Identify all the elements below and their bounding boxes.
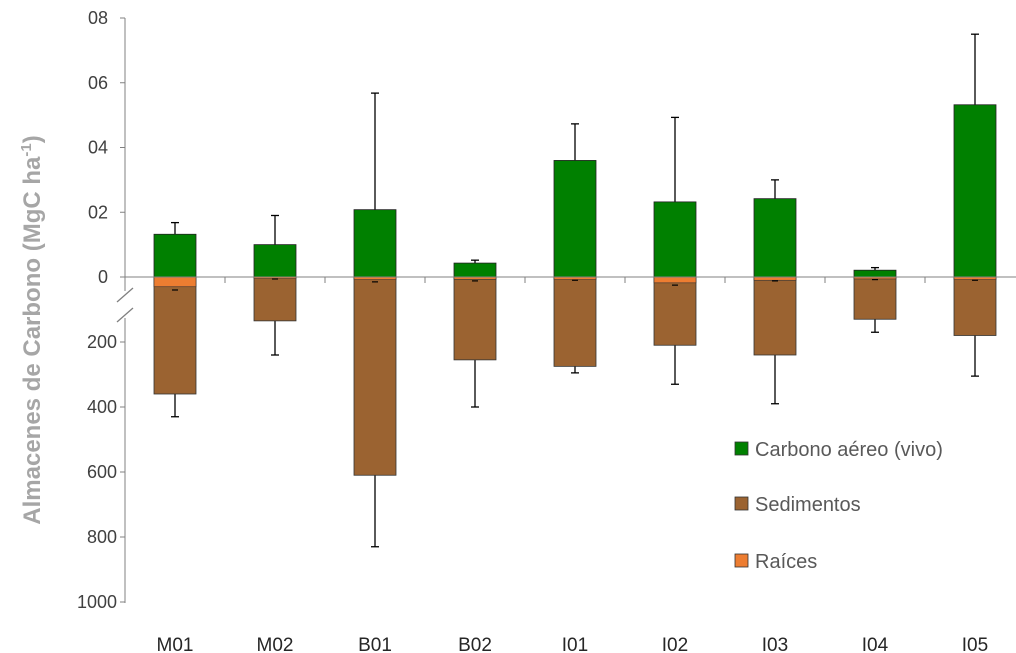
y-tick-label: 200 — [87, 332, 117, 352]
y-tick-label: 06 — [88, 73, 108, 93]
axis-break-mark-upper — [116, 287, 134, 303]
legend-label-1: Sedimentos — [755, 494, 861, 516]
bar-i02-carbono — [653, 201, 697, 278]
y-tick-label: 08 — [88, 8, 108, 28]
x-tick-label-i04: I04 — [862, 635, 889, 653]
bar-i04-carbono — [853, 269, 897, 278]
y-axis-title-superscript: -1 — [18, 143, 35, 156]
x-tick-label-m02: M02 — [257, 635, 294, 653]
y-axis-title-close: ) — [19, 135, 46, 143]
legend-swatch-2 — [734, 553, 749, 568]
axis-break-mark-lower — [116, 307, 134, 323]
bar-i03-sedimentos — [753, 276, 797, 356]
bar-i04-sedimentos — [853, 276, 897, 320]
legend-swatch-1 — [734, 496, 749, 511]
bar-m02-sedimentos — [253, 276, 297, 322]
x-categories-layer: M01 M02 B01 B02 I01 I02 I03 I04 I05 — [157, 635, 989, 653]
x-tick-label-b01: B01 — [358, 635, 392, 653]
y-tick-label: 0 — [98, 267, 108, 287]
bar-i02-sedimentos — [653, 276, 697, 346]
x-tick-label-i02: I02 — [662, 635, 688, 653]
y-tick-label: 04 — [88, 138, 108, 158]
bar-i01-carbono — [553, 160, 597, 278]
x-tick-label-i01: I01 — [562, 635, 588, 653]
bar-m02-carbono — [253, 244, 297, 278]
bar-i02-raices — [653, 276, 697, 284]
legend-swatch-0 — [734, 441, 749, 456]
bar-i01-sedimentos — [553, 276, 597, 367]
bar-i05-sedimentos — [953, 276, 997, 336]
legend-label-0: Carbono aéreo (vivo) — [755, 439, 943, 461]
bar-b01-sedimentos — [353, 276, 397, 476]
bar-m01-raices — [153, 276, 197, 288]
y-axis-title: Almacenes de Carbono (MgC ha-1) — [18, 135, 46, 524]
y-tick-label: 400 — [87, 397, 117, 417]
bar-i03-carbono — [753, 198, 797, 278]
x-tick-label-i05: I05 — [962, 635, 988, 653]
y-tick-label: 02 — [88, 202, 108, 222]
y-tick-label: 800 — [87, 527, 117, 547]
x-tick-label-m01: M01 — [157, 635, 194, 653]
x-tick-label-b02: B02 — [458, 635, 492, 653]
legend-label-2: Raíces — [755, 551, 817, 573]
bar-m01-carbono — [153, 233, 197, 278]
bar-i05-carbono — [953, 104, 997, 278]
bar-b02-sedimentos — [453, 276, 497, 361]
y-tick-label: 1000 — [77, 592, 117, 612]
bar-b01-carbono — [353, 209, 397, 278]
x-tick-label-i03: I03 — [762, 635, 788, 653]
legend: Carbono aéreo (vivo) Sedimentos Raíces — [734, 439, 943, 573]
bars-layer — [153, 33, 997, 548]
bar-b02-carbono — [453, 262, 497, 278]
y-ticks-layer: 08 06 04 02 0 200 400 600 800 1000 — [77, 8, 125, 612]
y-tick-label: 600 — [87, 462, 117, 482]
bar-m01-sedimentos — [153, 276, 197, 395]
axes-layer — [116, 18, 1016, 603]
